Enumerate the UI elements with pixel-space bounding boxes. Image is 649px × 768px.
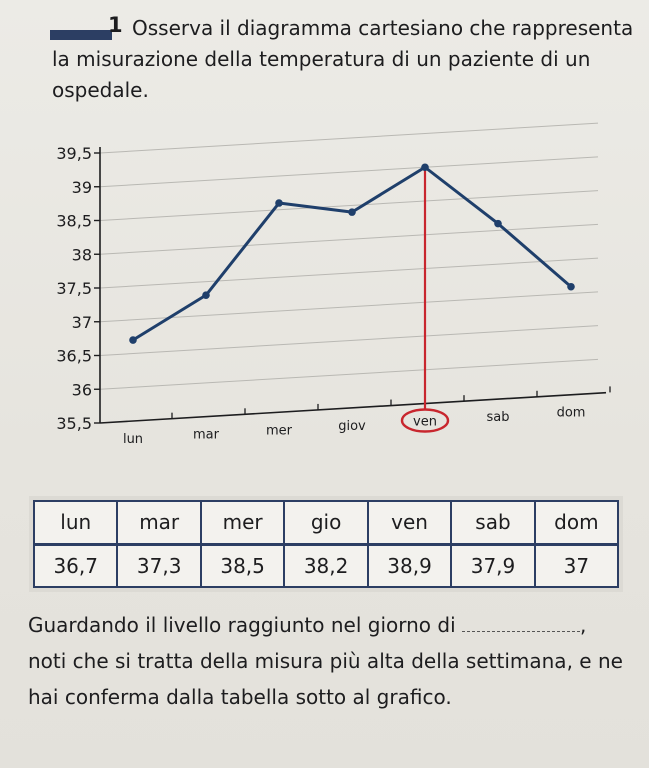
table-day-gio: gio [283, 500, 369, 546]
y-tick-label: 38,5 [56, 212, 92, 231]
grid-line [99, 156, 599, 188]
x-tick-label-dom: dom [557, 406, 586, 421]
y-tick-label: 39 [72, 178, 92, 197]
table-value-cell: 38,5 [199, 543, 286, 588]
table-day-mar: mar [116, 500, 202, 546]
x-tick-label-sab: sab [487, 410, 510, 425]
data-point [348, 208, 356, 216]
data-point [202, 291, 210, 299]
table-value-cell: 37 [533, 543, 620, 588]
y-tick-label: 39,5 [56, 144, 92, 163]
x-tick-label-ven: ven [413, 415, 437, 430]
table-value-cell: 36,7 [32, 543, 119, 588]
y-tick-label: 37,5 [56, 279, 92, 298]
table-day-sab: sab [450, 500, 536, 546]
y-tick-label: 37 [72, 313, 92, 332]
exercise-marker-bar [50, 30, 112, 40]
table-value-cell: 37,9 [450, 543, 536, 588]
grid-line [99, 190, 599, 221]
temperature-table: lun mar mer gio ven sab dom 36,7 37,3 38,5 38,2 38… [32, 500, 620, 588]
y-tick-label: 35,5 [56, 414, 92, 433]
data-point [421, 163, 429, 172]
data-point [567, 282, 575, 291]
temperature-line [132, 165, 572, 342]
table-day-ven: ven [366, 500, 453, 546]
table-header-row: lun mar mer gio ven sab dom [32, 500, 620, 546]
grid-line [99, 257, 599, 289]
table-day-lun: lun [32, 500, 119, 546]
answer-blank[interactable] [462, 611, 580, 632]
table-day-mer: mer [199, 500, 286, 546]
grid-line [99, 122, 599, 154]
x-tick-label-mar: mar [193, 428, 220, 443]
table-value-cell: 38,9 [366, 543, 453, 588]
data-point [494, 219, 502, 228]
x-tick-label-lun: lun [123, 432, 143, 447]
grid-line [99, 358, 599, 390]
table-value-cell: 37,3 [116, 543, 202, 588]
question-part-1: Guardando il livello raggiunto nel giorn… [28, 613, 456, 637]
data-point [275, 199, 283, 207]
grid-line [99, 325, 599, 356]
y-tick-label: 36 [72, 380, 92, 399]
exercise-number: 1 [108, 13, 123, 37]
y-tick-label: 38 [72, 245, 92, 264]
grid-line [99, 223, 599, 255]
table-value-cell: 38,2 [283, 543, 369, 588]
question-text: Guardando il livello raggiunto nel giorn… [28, 607, 628, 715]
y-tick-label: 36,5 [56, 347, 92, 366]
exercise-text: Osserva il diagramma cartesiano che rapp… [52, 16, 634, 102]
temperature-chart: 35,5 36 36,5 37 37,5 38 38,5 39 39,5 lun mar mer gi… [0, 120, 649, 460]
question-part-2: , noti che si tratta della misura più al… [28, 613, 623, 709]
chart-svg: 35,5 36 36,5 37 37,5 38 38,5 39 39,5 lun mar mer gi… [56, 122, 611, 447]
table-day-dom: dom [533, 500, 620, 546]
data-point [129, 336, 137, 344]
x-tick-label-giov: giov [338, 419, 366, 434]
x-axis [99, 391, 607, 424]
table-value-row: 36,7 37,3 38,5 38,2 38,9 37,9 37 [32, 543, 620, 588]
grid-line [99, 291, 599, 323]
x-tick-label-mer: mer [266, 423, 293, 438]
